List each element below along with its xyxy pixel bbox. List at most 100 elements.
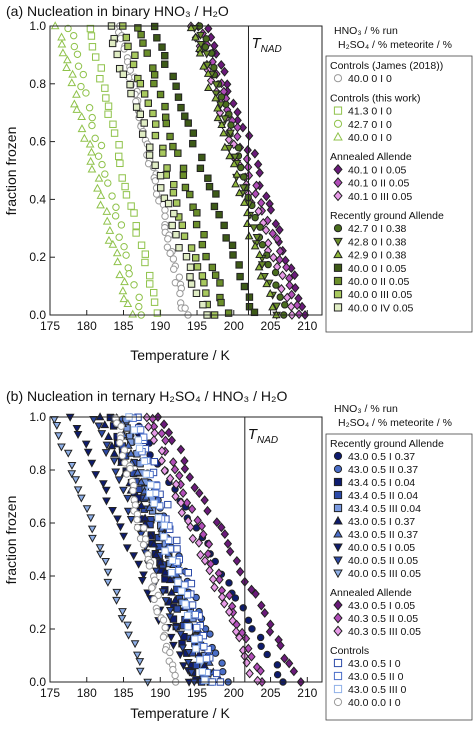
b-ytick-label: 0.2 xyxy=(29,622,46,636)
a-series-10-point xyxy=(229,251,237,259)
a-series-13-point xyxy=(164,199,173,208)
a-series-12-point xyxy=(202,289,210,297)
a-series-1-point xyxy=(141,250,149,258)
a-series-12-point xyxy=(144,99,152,107)
a-series-7-point xyxy=(210,63,218,72)
a-series-9-point xyxy=(235,188,244,197)
b-series-7-point xyxy=(122,544,132,553)
panel-a: (a) Nucleation in binary HNO₃ / H₂O 175 1… xyxy=(3,3,473,363)
a-series-11-point xyxy=(162,119,170,128)
a-series-7-point xyxy=(276,293,284,301)
a-series-1-point xyxy=(121,182,129,191)
b-series-14-point xyxy=(193,623,201,632)
b-series-9-point xyxy=(112,588,122,597)
a-series-3-point xyxy=(94,173,104,182)
a-series-2-point xyxy=(91,134,99,143)
b-legend-entry: 43.0 0.5 I 0.37 xyxy=(348,451,415,463)
a-series-11-point xyxy=(211,271,220,279)
b-series-16-point xyxy=(133,523,142,532)
b-series-16-point xyxy=(117,422,125,430)
b-series-7-point xyxy=(72,424,82,433)
a-series-5-point xyxy=(242,154,252,164)
b-series-8-point xyxy=(111,468,121,477)
b-series-8-point xyxy=(136,531,146,539)
b-series-12-point xyxy=(196,549,205,560)
a-series-7-point xyxy=(281,301,289,309)
b-series-15-point xyxy=(196,656,204,664)
b-series-10-point xyxy=(167,435,176,446)
b-legend-marker xyxy=(333,490,343,500)
a-series-0-point xyxy=(170,265,178,273)
a-series-6-point xyxy=(278,270,287,281)
b-series-0-point xyxy=(256,633,265,642)
a-series-3-point xyxy=(118,286,128,295)
b-legend-marker xyxy=(333,503,343,513)
a-series-13-point xyxy=(168,221,176,230)
a-series-8-point xyxy=(196,31,205,40)
b-series-9-point xyxy=(54,432,63,441)
a-legend-entry: 40.1 0 III 0.05 xyxy=(348,191,412,203)
b-series-7-point xyxy=(83,448,93,457)
a-series-12-point xyxy=(124,42,132,51)
a-series-9-point xyxy=(243,208,252,217)
a-series-1-point xyxy=(132,229,140,237)
b-xtick-label: 200 xyxy=(224,686,244,700)
b-series-14-point xyxy=(153,482,161,490)
a-series-13-point xyxy=(151,161,159,169)
b-series-0-point xyxy=(273,670,282,679)
a-legend-entry: 41.3 0 I 0 xyxy=(348,106,392,118)
a-series-11-point xyxy=(169,142,177,151)
a-series-2-point xyxy=(125,270,133,278)
b-series-1-point xyxy=(218,659,226,667)
a-series-9-point xyxy=(204,83,213,92)
a-legend-entry: 42.8 0 I 0.38 xyxy=(348,236,407,248)
a-series-7-point xyxy=(201,43,210,51)
a-xtick-label: 190 xyxy=(150,319,170,333)
b-series-12-point xyxy=(177,507,187,518)
b-series-9-point xyxy=(52,422,62,430)
b-legend-group-title: Controls xyxy=(330,645,369,657)
b-series-7-point xyxy=(87,459,97,468)
a-series-10-point xyxy=(198,153,206,162)
a-ytick-label: 1.0 xyxy=(29,19,46,33)
a-series-11-point xyxy=(208,263,217,272)
b-series-15-point xyxy=(168,556,177,565)
b-xtick-label: 190 xyxy=(150,686,170,700)
a-series-12-point xyxy=(192,254,200,262)
a-series-13-point xyxy=(187,280,196,288)
a-series-1-point xyxy=(88,43,97,51)
b-series-15-point xyxy=(134,436,143,444)
b-series-12-point xyxy=(166,473,175,484)
a-series-11-point xyxy=(179,171,188,179)
a-series-7-point xyxy=(202,35,210,43)
b-series-15-point xyxy=(161,547,169,555)
a-series-3-point xyxy=(104,235,114,244)
b-legend-entry: 43.0 0.5 III 0 xyxy=(348,684,407,696)
a-xtick-label: 200 xyxy=(224,319,244,333)
b-series-16-point xyxy=(131,501,140,509)
b-legend-marker xyxy=(333,556,343,566)
a-series-1-point xyxy=(91,53,100,61)
b-legend-marker xyxy=(333,599,343,611)
b-series-7-point xyxy=(169,641,178,650)
a-series-10-point xyxy=(161,60,169,68)
a-series-7-point xyxy=(264,260,272,269)
a-legend-header-2: H₂SO₄ / % meteorite / % xyxy=(338,39,452,51)
b-series-12-point xyxy=(242,657,251,668)
a-series-11-point xyxy=(161,102,169,111)
a-series-11-point xyxy=(216,279,224,287)
a-series-13-point xyxy=(175,244,183,252)
b-series-9-point xyxy=(103,578,113,587)
b-series-12-point xyxy=(149,435,159,446)
b-series-12-point xyxy=(150,428,159,438)
b-series-7-point xyxy=(91,471,101,480)
b-xtick-label: 185 xyxy=(113,686,133,700)
a-series-5-point xyxy=(233,122,242,133)
b-series-9-point xyxy=(87,525,97,534)
b-series-15-point xyxy=(142,470,150,478)
a-series-1-point xyxy=(137,241,146,249)
a-series-1-point xyxy=(118,174,126,182)
a-legend-marker xyxy=(333,177,343,189)
a-series-2-point xyxy=(112,203,120,211)
